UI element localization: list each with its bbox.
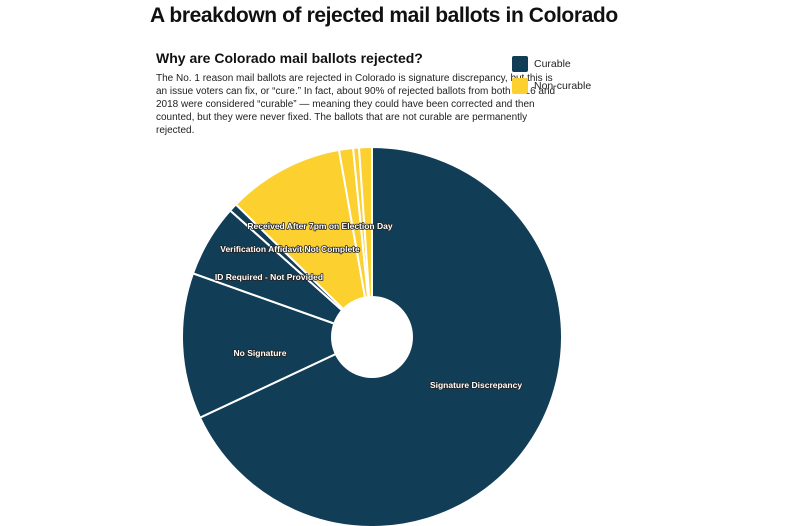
- chart-legend: Curable Non-curable: [512, 55, 591, 99]
- page-title: A breakdown of rejected mail ballots in …: [150, 4, 618, 27]
- legend-swatch-curable: [512, 56, 528, 72]
- legend-swatch-non-curable: [512, 78, 528, 94]
- slice-label-2: ID Required - Not Provided: [215, 272, 323, 282]
- pie-slice-1: [181, 272, 375, 419]
- donut-hole: [331, 296, 413, 378]
- slice-label-1: No Signature: [234, 348, 287, 358]
- slice-label-4: Received After 7pm on Election Day: [247, 221, 392, 231]
- pie-slice-4: [234, 148, 374, 340]
- legend-item-non-curable: Non-curable: [512, 77, 591, 95]
- legend-label-non-curable: Non-curable: [534, 80, 592, 92]
- slice-labels: Signature Discrepancy No Signature ID Requ…: [214, 220, 523, 391]
- slice-label-0: Signature Discrepancy: [430, 380, 522, 390]
- legend-label-curable: Curable: [534, 58, 571, 70]
- legend-item-curable: Curable: [512, 55, 591, 73]
- slice-label-3: Verification Affidavit Not Complete: [220, 244, 360, 254]
- chart-subtitle: Why are Colorado mail ballots rejected?: [156, 50, 423, 66]
- chart-description: The No. 1 reason mail ballots are reject…: [156, 73, 556, 136]
- pie-slice-7: [357, 145, 373, 338]
